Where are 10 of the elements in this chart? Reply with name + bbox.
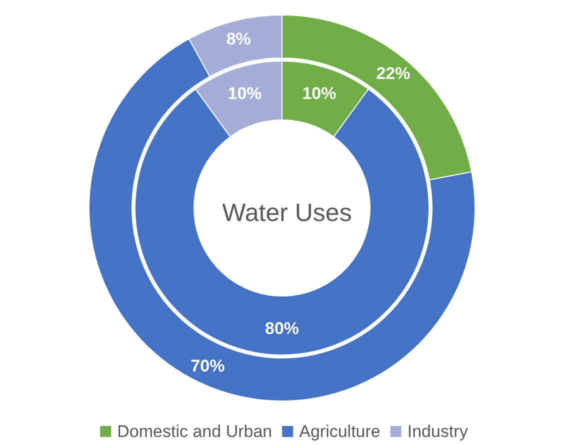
- text: Water Uses: [222, 199, 352, 227]
- data-label: 70%: [190, 356, 225, 376]
- legend-label: Industry: [407, 422, 468, 441]
- data-label: 8%: [226, 29, 251, 48]
- data-label: 10%: [228, 84, 262, 103]
- legend-label: Domestic and Urban: [117, 422, 272, 441]
- data-label: 80%: [264, 319, 300, 338]
- data-label: 10%: [302, 84, 336, 103]
- legend-label: Agriculture: [299, 422, 380, 441]
- data-label: 22%: [376, 64, 410, 84]
